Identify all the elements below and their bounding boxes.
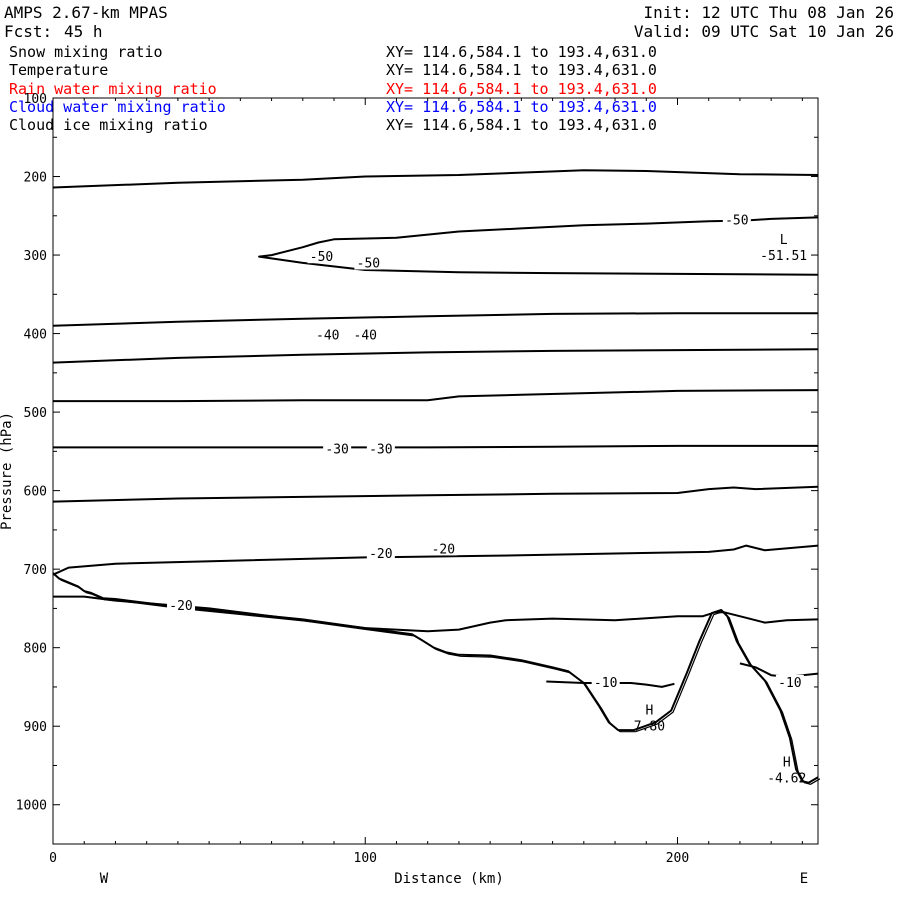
y-tick-label: 900 (24, 720, 47, 735)
x-axis-title: Distance (km) (394, 871, 504, 887)
contour-label-bg (366, 546, 395, 561)
field-xy-rain: XY= 114.6,584.1 to 193.4,631.0 (386, 80, 657, 98)
extremum-value: -4.62 (767, 771, 806, 786)
isotherm-line (53, 595, 819, 633)
extremum-value: 7.80 (634, 719, 665, 734)
contour-label-bg (591, 674, 620, 689)
east-label: E (800, 871, 808, 887)
contour-label-bg (313, 327, 342, 342)
y-tick-label: 700 (24, 563, 47, 578)
contour-label: -40 (316, 329, 339, 344)
field-name-temperature: Temperature (9, 61, 108, 79)
x-tick-label: 0 (49, 851, 57, 866)
contour-label: -30 (325, 443, 348, 458)
contour-label-bg (429, 541, 458, 556)
isotherm-line (546, 680, 675, 688)
field-xy-temperature: XY= 114.6,584.1 to 193.4,631.0 (386, 61, 657, 79)
model-title: AMPS 2.67-km MPAS (4, 3, 168, 22)
contour-label-bg (323, 441, 352, 456)
y-tick-label: 200 (24, 171, 47, 186)
isotherm-line (52, 485, 819, 503)
field-xy-cloud-water: XY= 114.6,584.1 to 193.4,631.0 (386, 98, 657, 116)
valid-time: Valid: 09 UTC Sat 10 Jan 26 (634, 22, 894, 41)
field-name-cloud-ice: Cloud ice mixing ratio (9, 116, 208, 134)
y-tick-label: 100 (24, 92, 47, 107)
contour-label: -40 (354, 329, 377, 344)
plot-frame (52, 97, 819, 845)
field-name-rain: Rain water mixing ratio (9, 80, 217, 98)
contour-label: -10 (778, 676, 801, 691)
contour-label-bg (775, 674, 804, 689)
y-tick-label: 800 (24, 642, 47, 657)
contour-label: -50 (310, 250, 333, 265)
field-name-snow: Snow mixing ratio (9, 43, 163, 61)
isotherm-line (52, 169, 819, 189)
isotherm-line (52, 312, 818, 327)
contour-label: -20 (369, 547, 392, 562)
forecast-label: Fcst: (4, 22, 52, 41)
init-time: Init: 12 UTC Thu 08 Jan 26 (644, 3, 894, 22)
isotherm-line (53, 389, 819, 403)
y-tick-label: 600 (24, 485, 47, 500)
contour-labels: -50 -50 -50 -40 -40 -30 -30 -20 -20 -20 -10 -10 (167, 212, 804, 691)
y-tick-label: 400 (24, 328, 47, 343)
contour-label-bg (167, 597, 196, 612)
contour-label: -50 (725, 213, 748, 228)
y-axis-title: Pressure (hPa) (0, 412, 15, 530)
contour-label: -30 (369, 443, 392, 458)
field-xy-cloud-ice: XY= 114.6,584.1 to 193.4,631.0 (386, 116, 657, 134)
x-tick-label: 200 (666, 851, 689, 866)
contour-label-bg (351, 327, 380, 342)
contour-label-bg (722, 212, 751, 227)
contour-label-bg (307, 249, 336, 264)
extremum-value: -51.51 (760, 249, 807, 264)
extremum-symbol: H (783, 755, 791, 770)
temperature-contours (52, 169, 819, 688)
extremum-symbol: H (645, 703, 653, 718)
contour-label: -50 (357, 256, 380, 271)
y-tick-label: 1000 (16, 799, 47, 814)
field-name-cloud-water: Cloud water mixing ratio (9, 98, 226, 116)
contour-label-bg (366, 441, 395, 456)
y-tick-label: 500 (24, 406, 47, 421)
isotherm-line (53, 444, 818, 449)
isotherm-line (52, 544, 819, 576)
contour-label: -20 (432, 542, 455, 557)
terrain-line (54, 574, 821, 785)
forecast-value: 45 h (64, 22, 103, 41)
west-label: W (100, 871, 109, 887)
isotherm-line (258, 216, 819, 276)
isotherm-line (52, 348, 819, 364)
field-xy-snow: XY= 114.6,584.1 to 193.4,631.0 (386, 43, 657, 61)
y-tick-label: 300 (24, 249, 47, 264)
contour-label-bg (354, 255, 383, 270)
axis-ticks: 100 200 300 400 500 600 700 800 900 1000 0 100 200 (16, 92, 818, 866)
x-tick-label: 100 (354, 851, 377, 866)
contour-label: -20 (169, 599, 192, 614)
terrain-lines (52, 572, 821, 785)
extremum-symbol: L (780, 233, 788, 248)
contour-label: -10 (594, 676, 617, 691)
